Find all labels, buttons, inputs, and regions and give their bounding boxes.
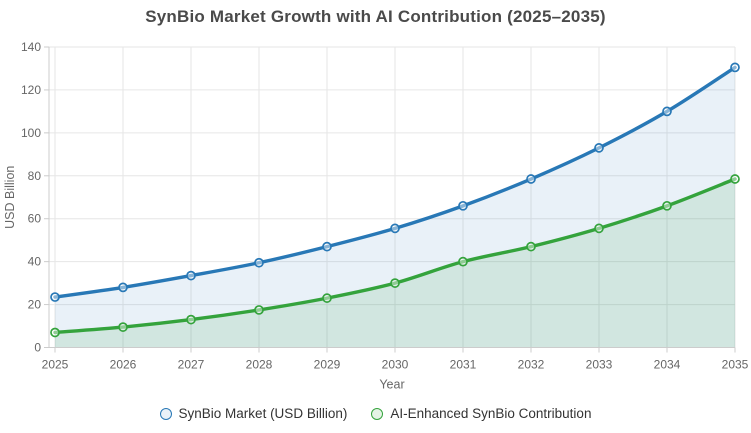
y-tick-label: 140 bbox=[21, 40, 41, 54]
y-tick-label: 40 bbox=[28, 255, 42, 269]
y-tick-label: 100 bbox=[21, 126, 41, 140]
data-point-1-2028[interactable] bbox=[254, 305, 264, 315]
data-point-1-2029[interactable] bbox=[322, 293, 332, 303]
data-point-1-2030[interactable] bbox=[390, 278, 400, 288]
data-point-1-2027[interactable] bbox=[186, 314, 196, 325]
data-point-0-2026[interactable] bbox=[118, 282, 128, 293]
chart-canvas: 0 20 40 60 80 100 120 140 2025 2026 2027 2028 2029 20… bbox=[3, 40, 749, 392]
data-point-1-2033[interactable] bbox=[594, 223, 604, 234]
data-point-1-2026[interactable] bbox=[118, 322, 128, 332]
x-tick-label: 2029 bbox=[314, 358, 341, 372]
axes bbox=[44, 46, 736, 353]
x-tick-label: 2034 bbox=[654, 358, 681, 372]
x-tick-label: 2032 bbox=[518, 358, 545, 372]
x-tick-label: 2027 bbox=[178, 358, 205, 372]
data-point-0-2033[interactable] bbox=[594, 143, 604, 153]
y-tick-label: 60 bbox=[28, 212, 42, 226]
y-axis-title: USD Billion bbox=[3, 166, 17, 229]
chart-title: SynBio Market Growth with AI Contributio… bbox=[145, 7, 606, 26]
legend-label-market: SynBio Market (USD Billion) bbox=[178, 406, 348, 421]
data-point-1-2025[interactable] bbox=[50, 327, 60, 338]
series-line-1 bbox=[53, 177, 737, 335]
series-1 bbox=[50, 174, 740, 338]
x-axis-title: Year bbox=[379, 378, 404, 392]
data-point-0-2028[interactable] bbox=[254, 257, 264, 268]
legend-marker-circle-ai bbox=[371, 407, 384, 420]
data-point-0-2027[interactable] bbox=[186, 270, 196, 281]
data-point-0-2029[interactable] bbox=[322, 241, 332, 252]
x-tick-label: 2025 bbox=[42, 358, 69, 372]
legend-marker-circle-market bbox=[159, 407, 172, 420]
x-tick-label: 2028 bbox=[246, 358, 273, 372]
data-point-0-2031[interactable] bbox=[458, 200, 468, 211]
data-point-1-2032[interactable] bbox=[526, 241, 536, 252]
series-line-0 bbox=[53, 65, 737, 299]
y-tick-label: 80 bbox=[28, 169, 42, 183]
legend-item-synbio-market[interactable]: SynBio Market (USD Billion) bbox=[159, 406, 348, 421]
data-point-0-2034[interactable] bbox=[662, 106, 672, 117]
legend-item-ai-contribution[interactable]: AI-Enhanced SynBio Contribution bbox=[371, 406, 591, 421]
data-point-1-2031[interactable] bbox=[458, 256, 468, 267]
y-tick-label: 20 bbox=[28, 298, 42, 312]
series-area-1 bbox=[55, 179, 735, 348]
data-point-1-2034[interactable] bbox=[662, 200, 672, 211]
y-tick-label: 120 bbox=[21, 83, 41, 97]
data-point-0-2025[interactable] bbox=[50, 292, 60, 302]
x-tick-label: 2033 bbox=[586, 358, 613, 372]
data-point-0-2032[interactable] bbox=[526, 174, 536, 184]
x-tick-label: 2026 bbox=[110, 358, 137, 372]
data-point-1-2035[interactable] bbox=[730, 174, 740, 184]
data-point-0-2030[interactable] bbox=[390, 223, 400, 234]
legend-label-ai: AI-Enhanced SynBio Contribution bbox=[390, 406, 592, 421]
x-tick-label: 2035 bbox=[722, 358, 749, 372]
legend: SynBio Market (USD Billion) AI-Enhanced … bbox=[0, 406, 751, 421]
data-point-0-2035[interactable] bbox=[730, 62, 740, 73]
x-tick-label: 2031 bbox=[450, 358, 477, 372]
axis-labels: 0 20 40 60 80 100 120 140 2025 2026 2027 2028 2029 20… bbox=[3, 40, 749, 392]
series-0 bbox=[50, 62, 740, 302]
x-tick-label: 2030 bbox=[382, 358, 409, 372]
y-tick-label: 0 bbox=[34, 341, 41, 355]
series-area-0 bbox=[55, 67, 735, 348]
